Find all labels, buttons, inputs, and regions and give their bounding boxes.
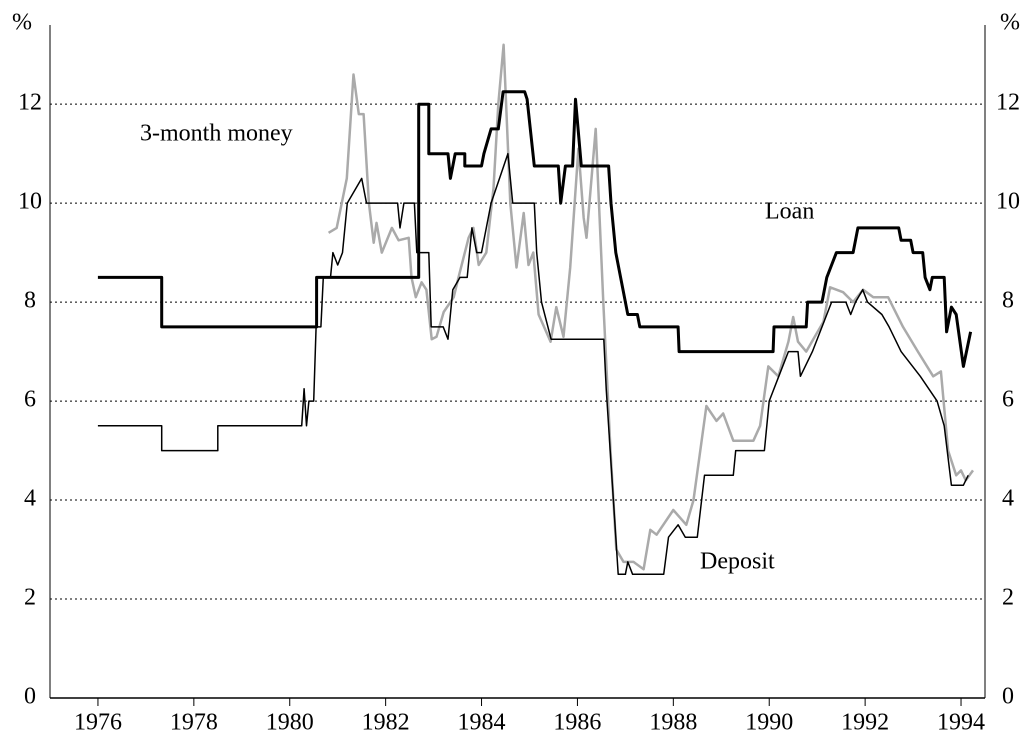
y-unit-left: % <box>12 10 32 36</box>
x-tick-label: 1992 <box>841 710 889 736</box>
y-tick-label: 4 <box>24 486 36 512</box>
y-tick-label: 2 <box>24 585 36 611</box>
x-tick-label: 1982 <box>362 710 410 736</box>
x-tick-label: 1976 <box>74 710 122 736</box>
line-series <box>97 152 969 576</box>
x-tick-label: 1990 <box>745 710 793 736</box>
line-series <box>327 43 975 571</box>
y2-tick-label: 6 <box>1002 387 1014 413</box>
x-tick-label: 1980 <box>266 710 314 736</box>
y2-tick-label: 8 <box>1002 288 1014 314</box>
y2-tick-label: 0 <box>1002 684 1014 710</box>
x-tick-label: 1984 <box>458 710 506 736</box>
y2-tick-label: 4 <box>1002 486 1014 512</box>
y-tick-label: 12 <box>18 90 42 116</box>
y2-tick-label: 12 <box>996 90 1020 116</box>
y-tick-label: 6 <box>24 387 36 413</box>
y-tick-label: 0 <box>24 684 36 710</box>
x-tick-label: 1978 <box>170 710 218 736</box>
x-tick-label: 1988 <box>649 710 697 736</box>
y-tick-label: 8 <box>24 288 36 314</box>
series-label: 3-month money <box>140 121 293 147</box>
y2-tick-label: 10 <box>996 189 1020 215</box>
y2-tick-label: 2 <box>1002 585 1014 611</box>
x-tick-label: 1994 <box>937 710 985 736</box>
y-unit-right: % <box>1000 10 1020 36</box>
line-series <box>97 90 973 368</box>
y-tick-label: 10 <box>18 189 42 215</box>
x-tick-label: 1986 <box>553 710 601 736</box>
series-label: Loan <box>765 199 814 225</box>
series-label: Deposit <box>700 549 775 575</box>
